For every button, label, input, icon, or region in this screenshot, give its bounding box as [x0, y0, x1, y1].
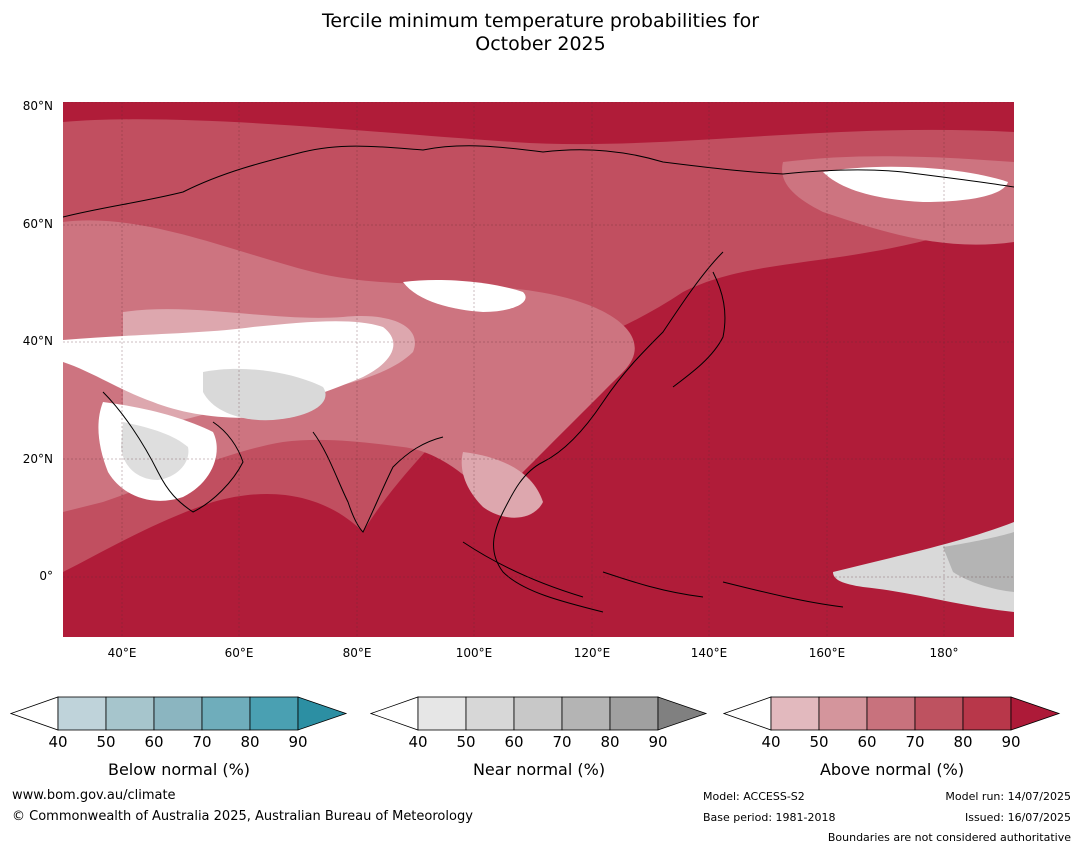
- plateau-gray: [203, 368, 326, 421]
- tick: 40: [761, 733, 781, 751]
- colorbar-below-label: Below normal (%): [107, 760, 251, 779]
- coastline-arabia: [102, 391, 244, 513]
- tick: 90: [1001, 733, 1021, 751]
- lat-label-20n: 20°N: [22, 452, 53, 466]
- issued-date: Issued: 16/07/2025: [964, 811, 1071, 824]
- tick: 70: [192, 733, 212, 751]
- map-title: Tercile minimum temperature probabilitie…: [0, 10, 1081, 56]
- colorbar-high-extension: [1010, 696, 1061, 731]
- colorbar-segment: [818, 696, 868, 731]
- title-line-1: Tercile minimum temperature probabilitie…: [321, 10, 760, 32]
- colorbar-below-normal: [10, 696, 348, 731]
- siberia-east-white: [823, 166, 1008, 202]
- lon-label-100e: 100°E: [455, 646, 493, 660]
- copyright-text: © Commonwealth of Australia 2025, Austra…: [12, 809, 473, 824]
- tick: 90: [288, 733, 308, 751]
- coastline-india: [312, 431, 444, 533]
- lon-label-80e: 80°E: [342, 646, 372, 660]
- colorbar-low-extension: [370, 696, 419, 731]
- colorbar-segment: [866, 696, 916, 731]
- coastline-japan: [672, 271, 726, 388]
- coastline-europe-asia: [63, 145, 1014, 218]
- lon-label-120e: 120°E: [573, 646, 611, 660]
- boundary-disclaimer: Boundaries are not considered authoritat…: [827, 831, 1071, 844]
- lon-label-160e: 160°E: [808, 646, 846, 660]
- tick: 50: [809, 733, 829, 751]
- colorbar-segment: [513, 696, 563, 731]
- lon-label-40e: 40°E: [107, 646, 137, 660]
- indochina-light: [461, 452, 543, 518]
- title-line-2: October 2025: [475, 33, 606, 55]
- lon-label-60e: 60°E: [224, 646, 254, 660]
- lat-label-60n: 60°N: [22, 217, 53, 231]
- colorbar-above-normal: [723, 696, 1061, 731]
- website-link[interactable]: www.bom.gov.au/climate: [12, 788, 176, 803]
- probability-map: [63, 102, 1014, 637]
- tick: 60: [504, 733, 524, 751]
- colorbar-segment: [201, 696, 251, 731]
- coastline-indonesia: [462, 541, 844, 608]
- mongolia-white: [403, 280, 526, 312]
- colorbar-low-extension: [723, 696, 772, 731]
- tick: 50: [96, 733, 116, 751]
- colorbar-segment: [57, 696, 107, 731]
- tick: 70: [552, 733, 572, 751]
- tick: 80: [953, 733, 973, 751]
- tick: 60: [144, 733, 164, 751]
- colorbar-segment: [105, 696, 155, 731]
- model-name: Model: ACCESS-S2: [703, 790, 805, 803]
- colorbar-segment: [417, 696, 467, 731]
- colorbar-high-extension: [297, 696, 348, 731]
- lat-label-0: 0°: [39, 569, 53, 583]
- lat-label-80n: 80°N: [22, 99, 53, 113]
- lon-label-180: 180°: [929, 646, 959, 660]
- base-period: Base period: 1981-2018: [703, 811, 836, 824]
- model-run-date: Model run: 14/07/2025: [945, 790, 1071, 803]
- colorbar-segment: [770, 696, 820, 731]
- colorbar-segment: [153, 696, 203, 731]
- tick: 60: [857, 733, 877, 751]
- tick: 80: [240, 733, 260, 751]
- graticule: [63, 102, 1014, 637]
- colorbar-segment: [561, 696, 611, 731]
- coastline-east-asia: [493, 251, 724, 613]
- colorbar-above-label: Above normal (%): [819, 760, 965, 779]
- colorbar-high-extension: [657, 696, 708, 731]
- tick: 40: [48, 733, 68, 751]
- tick: 40: [408, 733, 428, 751]
- colorbar-segment: [609, 696, 659, 731]
- colorbar-near-label: Near normal (%): [472, 760, 606, 779]
- colorbar-low-extension: [10, 696, 59, 731]
- tick: 80: [600, 733, 620, 751]
- colorbar-segment: [249, 696, 299, 731]
- tick: 50: [456, 733, 476, 751]
- colorbar-near-normal: [370, 696, 708, 731]
- colorbar-segment: [962, 696, 1012, 731]
- lon-label-140e: 140°E: [690, 646, 728, 660]
- colorbar-segment: [465, 696, 515, 731]
- lat-label-40n: 40°N: [22, 334, 53, 348]
- tick: 70: [905, 733, 925, 751]
- colorbar-segment: [914, 696, 964, 731]
- tick: 90: [648, 733, 668, 751]
